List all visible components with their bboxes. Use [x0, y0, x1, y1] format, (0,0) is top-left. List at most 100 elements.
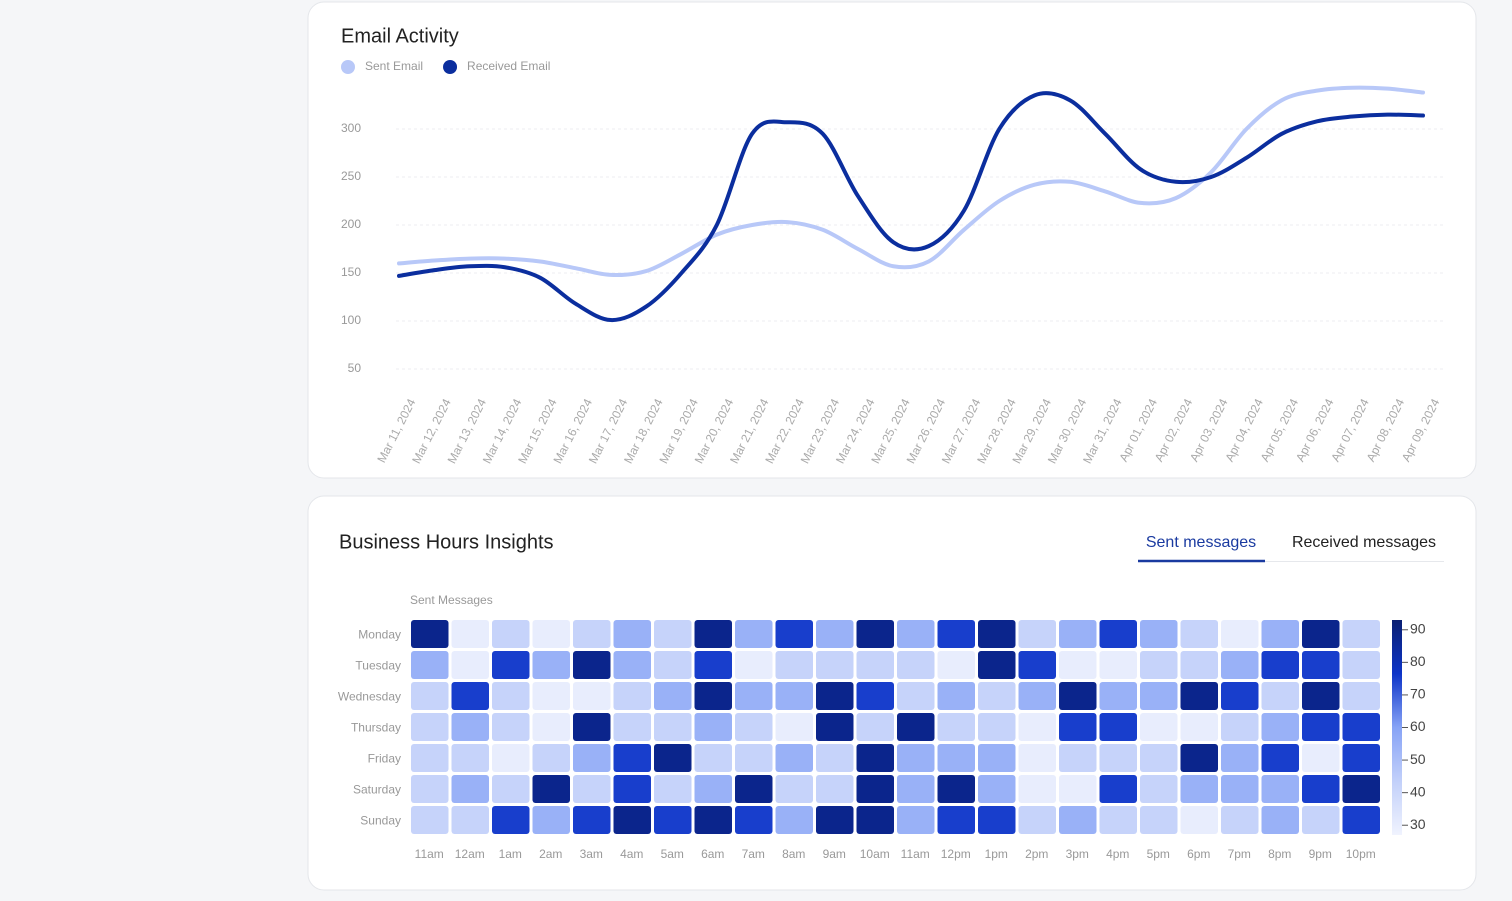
heat-cell [1261, 620, 1299, 648]
y-tick-label: 150 [341, 265, 361, 279]
y-tick-label: Friday [368, 752, 401, 766]
heat-cell [451, 713, 489, 741]
heat-cell [1261, 775, 1299, 803]
heat-cell [1302, 620, 1340, 648]
heat-cell [694, 682, 732, 710]
heat-cell [1180, 713, 1218, 741]
heat-cell [532, 682, 570, 710]
heat-cell [1261, 806, 1299, 834]
heat-cell [1018, 806, 1056, 834]
heat-cell [532, 713, 570, 741]
tab[interactable]: Sent messages [1146, 534, 1256, 551]
heat-cell [937, 775, 975, 803]
heat-cell [613, 620, 651, 648]
x-tick-label: 9pm [1309, 847, 1332, 861]
heat-cell [897, 775, 935, 803]
heat-cell [978, 806, 1016, 834]
heat-cell [573, 651, 611, 679]
heat-cell [532, 775, 570, 803]
heat-cell [613, 806, 651, 834]
heat-cell [1302, 744, 1340, 772]
heat-cell [654, 744, 692, 772]
heat-cell [897, 682, 935, 710]
heat-cell [856, 806, 894, 834]
heat-cell [1261, 682, 1299, 710]
heat-cell [1342, 682, 1380, 710]
y-tick-label: Tuesday [355, 659, 401, 673]
colorbar-label: 30 [1410, 816, 1426, 832]
heat-cell [1342, 806, 1380, 834]
heat-cell [1221, 744, 1259, 772]
heat-cell [1140, 713, 1178, 741]
heat-cell [735, 775, 773, 803]
x-tick-label: 7pm [1228, 847, 1251, 861]
y-tick-label: Monday [358, 628, 401, 642]
heat-cell [816, 620, 854, 648]
heat-cell [897, 713, 935, 741]
line [397, 91, 1425, 323]
heat-cell [411, 806, 449, 834]
heat-cell [1221, 620, 1259, 648]
heat-cell [654, 620, 692, 648]
heat-cell [1059, 682, 1097, 710]
heat-cell [411, 744, 449, 772]
x-tick-label: 3pm [1066, 847, 1089, 861]
heat-cell [573, 713, 611, 741]
heat-cell [1180, 775, 1218, 803]
heat-cell [1059, 744, 1097, 772]
heat-cell [1302, 713, 1340, 741]
heat-cell [1018, 775, 1056, 803]
heat-cell [856, 620, 894, 648]
heat-cell [613, 713, 651, 741]
line [397, 85, 1425, 278]
chart-title: Business Hours Insights [339, 531, 554, 553]
x-tick-label: 12am [455, 847, 485, 861]
heat-cell [1180, 744, 1218, 772]
heat-cell [937, 682, 975, 710]
y-tick-label: 250 [341, 169, 361, 183]
y-tick-label: Sunday [360, 814, 401, 828]
tab[interactable]: Received messages [1292, 534, 1436, 551]
heat-cell [775, 806, 813, 834]
heat-cell [613, 775, 651, 803]
heat-cell [451, 620, 489, 648]
heat-cell [1140, 651, 1178, 679]
x-tick-label: 4am [620, 847, 643, 861]
heat-cell [1059, 713, 1097, 741]
y-tick-label: 50 [348, 361, 362, 375]
heat-cell [694, 744, 732, 772]
heat-cell [1140, 744, 1178, 772]
heat-cell [1018, 744, 1056, 772]
heat-cell [775, 620, 813, 648]
y-tick-label: Thursday [351, 721, 401, 735]
heat-cell [411, 651, 449, 679]
heat-cell [735, 682, 773, 710]
x-tick-label: 6am [701, 847, 724, 861]
x-tick-label: 9am [823, 847, 846, 861]
heat-cell [1099, 651, 1137, 679]
heat-cell [492, 651, 530, 679]
heat-cell [978, 775, 1016, 803]
heat-cell [735, 651, 773, 679]
heat-cell [573, 682, 611, 710]
x-tick-label: 12pm [941, 847, 971, 861]
heat-cell [816, 682, 854, 710]
heat-cell [978, 682, 1016, 710]
heat-cell [411, 713, 449, 741]
heat-cell [816, 744, 854, 772]
heat-cell [978, 744, 1016, 772]
heat-cell [1342, 620, 1380, 648]
heat-cell [451, 775, 489, 803]
heat-cell [1342, 775, 1380, 803]
heat-cell [1180, 806, 1218, 834]
heat-cell [1261, 713, 1299, 741]
colorbar-label: 40 [1410, 783, 1426, 799]
heat-cell [492, 744, 530, 772]
heat-cell [1180, 620, 1218, 648]
heat-cell [1221, 682, 1259, 710]
heat-cell [1140, 806, 1178, 834]
heat-cell [1018, 713, 1056, 741]
heat-cell [694, 775, 732, 803]
heat-cell [1302, 806, 1340, 834]
heat-cell [735, 620, 773, 648]
